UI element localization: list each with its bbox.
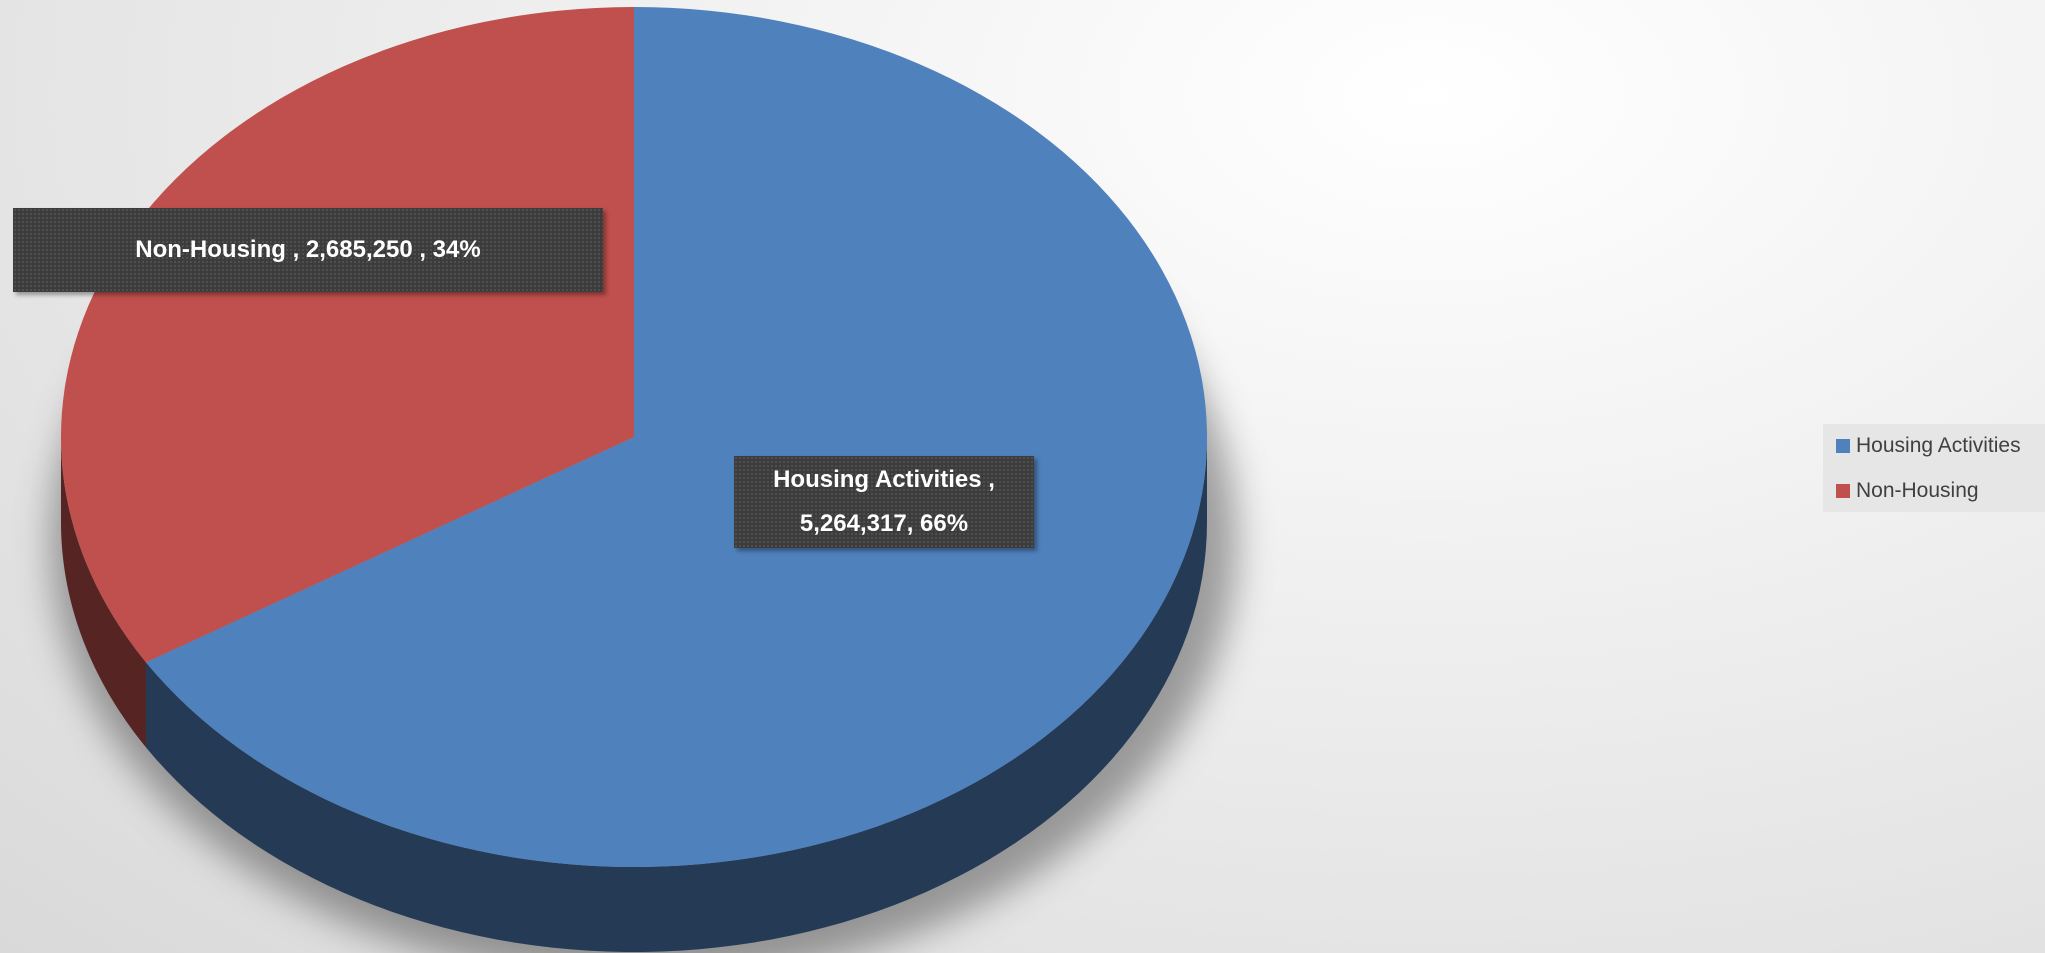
data-label: Non-Housing , 2,685,250 , 34% (13, 208, 603, 292)
legend-swatch (1836, 484, 1850, 498)
pie-slice-side (61, 437, 146, 748)
data-label: Housing Activities , 5,264,317, 66% (734, 456, 1034, 548)
pie-slice (145, 7, 1208, 867)
legend-item: Non-Housing (1836, 476, 2045, 521)
legend-label: Housing Activities (1856, 434, 2021, 457)
legend-item: Housing Activities (1836, 431, 2045, 476)
pie-slice (61, 7, 634, 663)
pie-slice-side (145, 437, 1208, 952)
legend: Housing Activities Non-Housing (1823, 424, 2045, 512)
legend-label: Non-Housing (1856, 479, 1979, 502)
legend-swatch (1836, 439, 1850, 453)
